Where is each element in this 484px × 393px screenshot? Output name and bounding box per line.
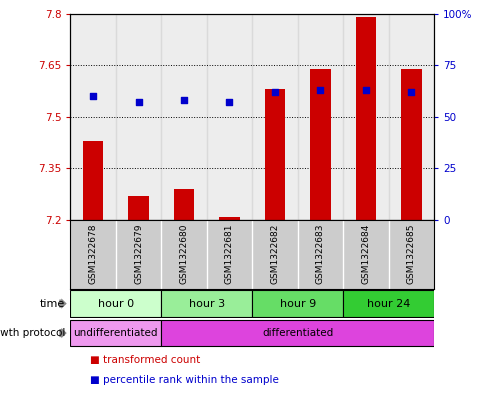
Bar (70, 290, 161, 317)
Text: GSM1322678: GSM1322678 (89, 224, 97, 284)
Text: hour 0: hour 0 (98, 299, 134, 309)
Text: GSM1322684: GSM1322684 (361, 224, 370, 284)
Text: ■ percentile rank within the sample: ■ percentile rank within the sample (90, 375, 278, 386)
Point (316, 87, 324, 93)
Bar (173, 189, 194, 220)
Bar (388, 14, 433, 220)
Text: differentiated: differentiated (261, 328, 333, 338)
Text: time: time (40, 299, 65, 309)
FancyArrow shape (59, 328, 67, 338)
Text: GSM1322681: GSM1322681 (225, 224, 233, 284)
Bar (252, 290, 342, 317)
Bar (161, 320, 433, 346)
Text: GSM1322685: GSM1322685 (406, 224, 415, 284)
Point (271, 89, 278, 95)
Text: growth protocol: growth protocol (0, 328, 65, 338)
Bar (342, 14, 388, 220)
Text: hour 24: hour 24 (366, 299, 409, 309)
Bar (161, 290, 252, 317)
Text: GSM1322682: GSM1322682 (270, 224, 279, 284)
Bar (264, 89, 285, 220)
Text: GDS5410 / 33683: GDS5410 / 33683 (187, 0, 316, 2)
Bar (206, 14, 252, 220)
Bar (161, 14, 206, 220)
FancyArrow shape (59, 298, 67, 309)
Bar (342, 290, 433, 317)
Text: GSM1322683: GSM1322683 (315, 224, 324, 284)
Bar (297, 14, 342, 220)
Text: hour 9: hour 9 (279, 299, 315, 309)
Point (89, 93, 97, 99)
Bar (70, 14, 116, 220)
Bar (128, 196, 149, 220)
Point (180, 97, 187, 103)
Text: hour 3: hour 3 (188, 299, 224, 309)
Bar (355, 17, 375, 220)
Bar (70, 320, 161, 346)
Point (225, 99, 233, 106)
Text: ■ transformed count: ■ transformed count (90, 355, 199, 365)
Point (135, 99, 142, 106)
Point (361, 87, 369, 93)
Text: undifferentiated: undifferentiated (74, 328, 158, 338)
Point (407, 89, 414, 95)
Bar (83, 141, 103, 220)
Bar (310, 69, 330, 220)
Bar (116, 14, 161, 220)
Text: GSM1322679: GSM1322679 (134, 224, 143, 284)
Text: GSM1322680: GSM1322680 (179, 224, 188, 284)
Bar (252, 14, 297, 220)
Bar (219, 217, 239, 220)
Bar (400, 69, 421, 220)
